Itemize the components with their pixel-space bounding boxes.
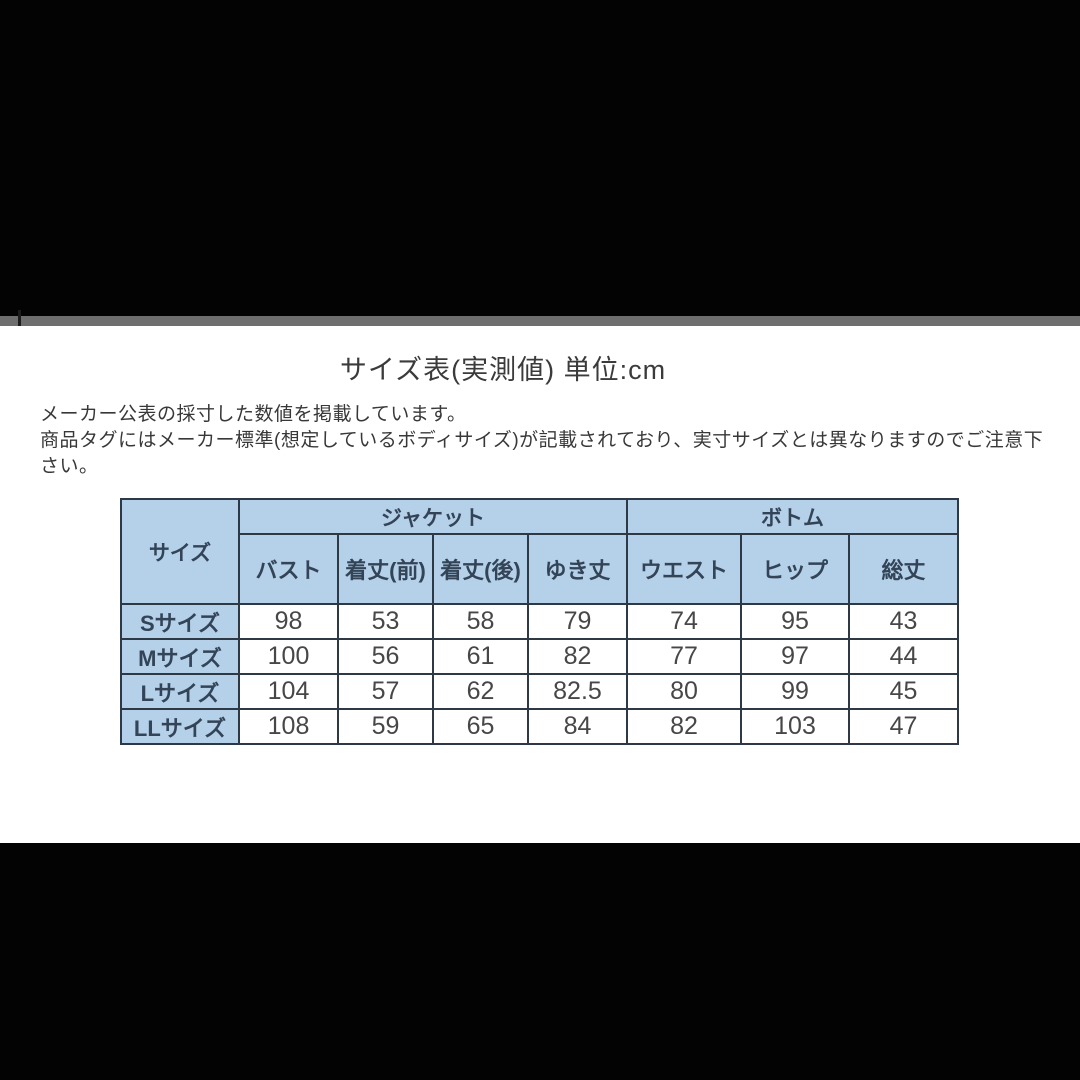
- group-header-jacket: ジャケット: [238, 498, 628, 535]
- size-value-cell: 82: [626, 708, 742, 745]
- size-value-cell: 100: [238, 638, 339, 675]
- size-table: サイズ ジャケット ボトム バスト 着丈(前) 着丈(後) ゆき丈 ウエスト ヒップ 総丈 …: [120, 498, 959, 745]
- col-header-4: ウエスト: [626, 533, 742, 605]
- size-value-cell: 65: [432, 708, 529, 745]
- col-header-3: ゆき丈: [527, 533, 628, 605]
- size-value-cell: 79: [527, 603, 628, 640]
- note-line-2: 商品タグにはメーカー標準(想定しているボディサイズ)が記載されており、実寸サイズ…: [40, 430, 1044, 477]
- size-value-cell: 99: [740, 673, 850, 710]
- size-value-cell: 84: [527, 708, 628, 745]
- size-value-cell: 61: [432, 638, 529, 675]
- table-row: Sサイズ 98 53 58 79 74 95 43: [120, 603, 959, 640]
- page-title: サイズ表(実測値) 単位:cm: [339, 355, 667, 385]
- size-value-cell: 82: [527, 638, 628, 675]
- row-label: Lサイズ: [120, 673, 240, 710]
- row-label: Mサイズ: [120, 638, 240, 675]
- size-value-cell: 56: [337, 638, 434, 675]
- size-chart-content: サイズ表(実測値) 単位:cm メーカー公表の採寸した数値を掲載しています。 商…: [0, 326, 1080, 843]
- size-value-cell: 45: [848, 673, 959, 710]
- col-header-2: 着丈(後): [432, 533, 529, 605]
- size-value-cell: 43: [848, 603, 959, 640]
- table-row: LLサイズ 108 59 65 84 82 103 47: [120, 708, 959, 745]
- size-value-cell: 47: [848, 708, 959, 745]
- size-value-cell: 95: [740, 603, 850, 640]
- size-value-cell: 97: [740, 638, 850, 675]
- size-value-cell: 77: [626, 638, 742, 675]
- column-header-row: バスト 着丈(前) 着丈(後) ゆき丈 ウエスト ヒップ 総丈: [121, 533, 959, 605]
- col-header-5: ヒップ: [740, 533, 850, 605]
- col-header-1: 着丈(前): [337, 533, 434, 605]
- size-value-cell: 74: [626, 603, 742, 640]
- table-row: Lサイズ 104 57 62 82.5 80 99 45: [120, 673, 959, 710]
- corner-header: サイズ: [120, 498, 240, 605]
- group-header-bottom: ボトム: [626, 498, 959, 535]
- size-value-cell: 108: [238, 708, 339, 745]
- divider-strip: [0, 316, 1080, 326]
- size-value-cell: 104: [238, 673, 339, 710]
- row-label: Sサイズ: [120, 603, 240, 640]
- bottom-letterbox: [0, 843, 1080, 1080]
- size-value-cell: 57: [337, 673, 434, 710]
- notes: メーカー公表の採寸した数値を掲載しています。 商品タグにはメーカー標準(想定して…: [40, 402, 1050, 480]
- size-value-cell: 44: [848, 638, 959, 675]
- size-value-cell: 53: [337, 603, 434, 640]
- col-header-6: 総丈: [848, 533, 959, 605]
- size-value-cell: 103: [740, 708, 850, 745]
- size-value-cell: 82.5: [527, 673, 628, 710]
- size-value-cell: 62: [432, 673, 529, 710]
- size-value-cell: 59: [337, 708, 434, 745]
- tick-mark: [18, 310, 21, 330]
- note-line-1: メーカー公表の採寸した数値を掲載しています。: [40, 404, 467, 425]
- group-header-row: サイズ ジャケット ボトム: [120, 498, 959, 605]
- table-row: Mサイズ 100 56 61 82 77 97 44: [120, 638, 959, 675]
- size-value-cell: 98: [238, 603, 339, 640]
- col-header-0: バスト: [238, 533, 339, 605]
- size-value-cell: 58: [432, 603, 529, 640]
- top-letterbox: [0, 0, 1080, 316]
- size-value-cell: 80: [626, 673, 742, 710]
- row-label: LLサイズ: [120, 708, 240, 745]
